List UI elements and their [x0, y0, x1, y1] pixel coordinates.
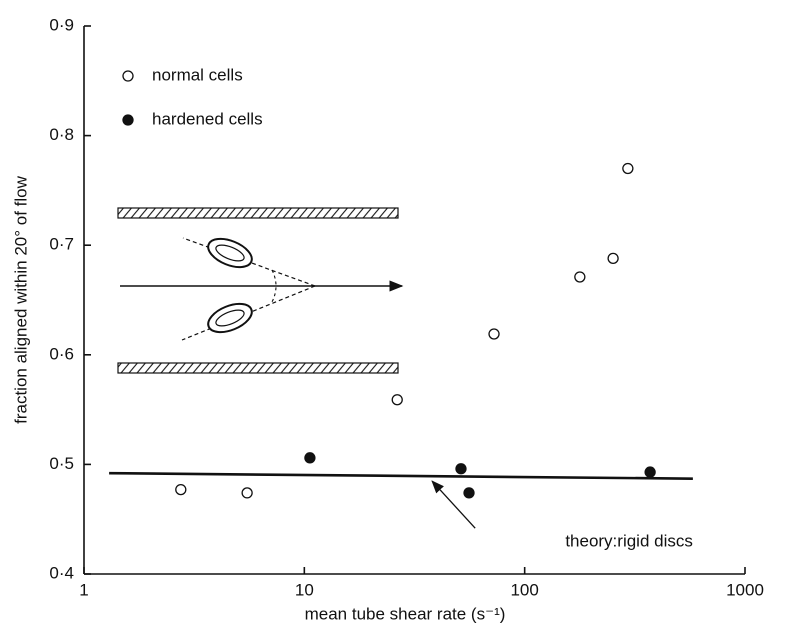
theory-line — [109, 471, 693, 480]
y-tick-label: 0·5 — [49, 454, 74, 473]
y-tick-label: 0·6 — [49, 344, 74, 363]
y-tick-label: 0·4 — [49, 563, 74, 582]
inset-diagram — [117, 207, 404, 374]
cell-disc — [215, 309, 245, 327]
x-tick-label: 1000 — [726, 580, 764, 599]
y-axis-label: fraction aligned within 20° of flow — [11, 175, 30, 423]
x-tick-label: 10 — [295, 580, 314, 599]
y-tick-label: 0·8 — [49, 125, 74, 144]
cell-disc — [207, 237, 253, 269]
open-point — [574, 271, 586, 283]
legend-label: normal cells — [152, 65, 243, 84]
filled-point — [644, 466, 656, 478]
open-point — [488, 328, 500, 340]
y-tick-label: 0·7 — [49, 235, 74, 254]
filled-point — [463, 487, 475, 499]
open-point — [622, 162, 634, 175]
cell-disc — [207, 302, 253, 334]
cell-disc — [215, 244, 245, 262]
filled-point — [304, 452, 316, 464]
x-tick-label: 100 — [510, 580, 538, 599]
open-point — [175, 483, 187, 496]
annotation: theory:rigid discs — [565, 532, 693, 551]
tube-wall — [117, 207, 399, 219]
x-tick-label: 1 — [79, 580, 88, 599]
x-axis-label: mean tube shear rate (s⁻¹) — [305, 604, 506, 623]
annotation-arrow — [431, 480, 476, 529]
open-point — [607, 252, 619, 265]
tube-wall — [117, 362, 399, 374]
y-tick-label: 0·9 — [49, 15, 74, 34]
filled-point — [455, 463, 467, 475]
open-point — [241, 487, 253, 499]
open-point — [391, 394, 403, 406]
angle-arc — [271, 269, 277, 303]
legend-marker — [122, 114, 134, 126]
legend-label: hardened cells — [152, 109, 263, 128]
legend-marker — [122, 70, 134, 82]
